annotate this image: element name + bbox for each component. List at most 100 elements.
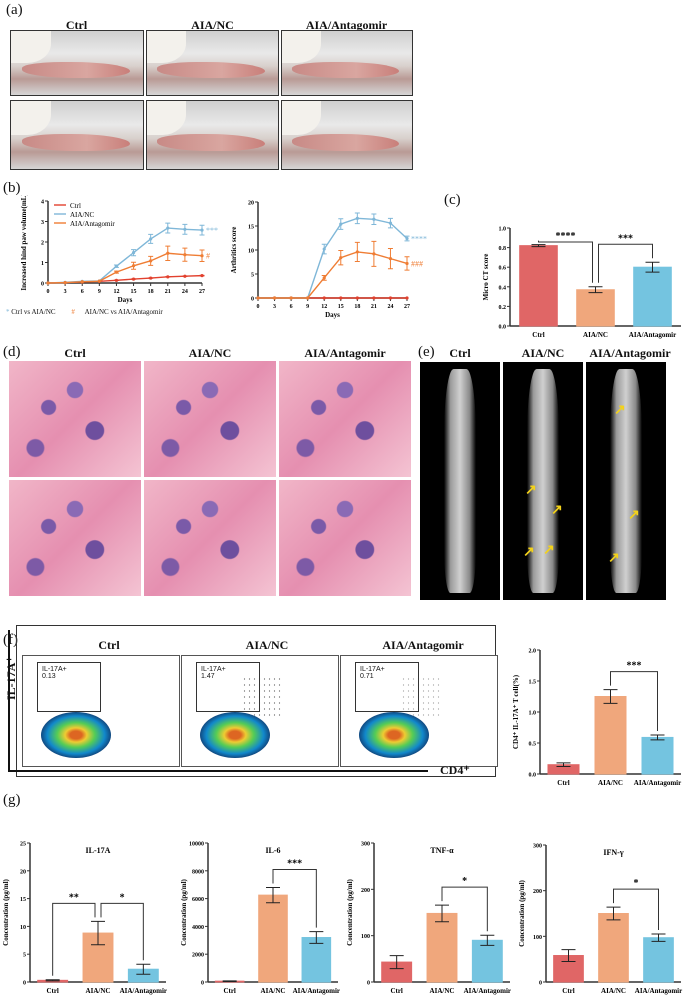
histology-image	[143, 360, 277, 478]
x-tick-label: 27	[404, 304, 410, 310]
x-axis-label: Days	[325, 311, 340, 319]
x-tick-label: AIA/Antagomir	[635, 987, 682, 995]
data-point	[200, 274, 204, 278]
y-axis-arrow	[8, 630, 10, 770]
paw-photo	[281, 30, 413, 96]
data-point	[149, 276, 153, 280]
gate-value: 1.47	[201, 673, 215, 680]
x-tick-label: AIA/NC	[261, 987, 286, 995]
significance-bracket	[610, 671, 658, 731]
x-tick-label: 21	[371, 304, 377, 310]
data-point	[322, 247, 326, 251]
y-tick-label: 0.0	[529, 773, 537, 779]
error-bar	[136, 963, 151, 975]
hash-symbol: #	[71, 308, 75, 316]
significance-bracket	[52, 902, 96, 976]
y-tick-label: 1.5	[529, 680, 537, 686]
significance-label: ****	[411, 234, 427, 243]
panel-label-d: (d)	[3, 344, 21, 360]
significance-bracket	[272, 868, 317, 928]
significance-label: #	[206, 252, 210, 261]
x-tick-label: 27	[199, 289, 205, 295]
header-aia-nc: AIA/NC	[245, 638, 289, 652]
significance-label: ***	[627, 661, 642, 672]
x-tick-label: Ctrl	[223, 987, 235, 995]
data-point	[339, 256, 343, 260]
error-bar	[645, 261, 660, 273]
arrow-icon: ↗	[543, 543, 555, 558]
header-aia-antagomir: AIA/Antagomir	[382, 638, 464, 652]
y-tick-label: 0.0	[499, 325, 507, 331]
header-aia-nc: AIA/NC	[188, 346, 232, 360]
star-symbol: *	[6, 308, 10, 316]
x-tick-label: AIA/Antagomir	[629, 331, 676, 339]
hash-text: AIA/NC vs AIA/Antagomir	[84, 308, 163, 316]
x-axis-arrow	[8, 770, 428, 772]
significance-label: ***	[287, 858, 302, 869]
x-tick-label: 15	[338, 304, 344, 310]
chart-title: IL-17A	[86, 846, 111, 855]
data-point	[183, 274, 187, 278]
panel-label-e: (e)	[418, 344, 435, 360]
histology-image	[278, 360, 412, 478]
y-tick-label: 0.4	[499, 285, 507, 291]
header-aia-nc: AIA/NC	[521, 346, 565, 360]
x-tick-label: 9	[306, 304, 309, 310]
x-tick-label: AIA/NC	[598, 779, 623, 787]
significance-bracket	[100, 902, 144, 961]
arrow-icon: ↗	[628, 508, 640, 523]
y-tick-label: 0	[41, 282, 44, 288]
data-point	[372, 296, 376, 300]
bar	[471, 939, 503, 983]
header-aia-antagomir: AIA/Antagomir	[304, 346, 386, 360]
y-tick-label: 100	[533, 935, 542, 941]
x-tick-label: 3	[273, 304, 276, 310]
data-point	[272, 296, 277, 300]
data-point	[166, 251, 170, 255]
significance-label: **	[69, 892, 79, 903]
y-tick-label: 20	[248, 201, 254, 207]
y-tick-label: 2000	[192, 953, 204, 959]
arrow-icon: ↗	[614, 403, 626, 418]
data-point	[405, 236, 409, 241]
data-point	[322, 276, 326, 280]
chart-title: TNF-α	[430, 846, 454, 855]
header-ctrl: Ctrl	[65, 18, 88, 32]
y-axis-label: Concentration (pg/ml)	[180, 878, 188, 945]
flow-x-axis-label: CD4⁺	[440, 763, 470, 777]
y-tick-label: 1.0	[499, 227, 507, 233]
data-point	[388, 296, 393, 300]
histology-image	[8, 360, 142, 478]
micro-ct-image: ↗ ↗ ↗ ↗	[503, 362, 583, 600]
data-point	[183, 227, 187, 231]
legend-label: Ctrl	[70, 202, 81, 210]
data-point	[200, 254, 204, 258]
data-point	[46, 281, 50, 285]
bar	[576, 289, 615, 327]
header-ctrl: Ctrl	[64, 346, 86, 360]
y-tick-label: 200	[533, 889, 542, 895]
series-line	[47, 227, 203, 284]
significance-label: ****	[556, 231, 576, 242]
chart-title: IL-6	[265, 846, 280, 855]
y-tick-label: 15	[20, 897, 26, 903]
histology-image	[143, 479, 277, 597]
y-axis-label: Concentration (pg/ml)	[518, 879, 526, 946]
x-tick-label: Ctrl	[390, 987, 402, 995]
x-tick-label: AIA/Antagomir	[120, 987, 167, 995]
legend-label: AIA/NC	[70, 211, 94, 219]
y-tick-label: 4	[41, 200, 44, 206]
star-text: Ctrl vs AIA/NC	[11, 308, 56, 316]
error-bar	[309, 931, 324, 944]
y-axis-label: Increased hind paw volume(mL)	[20, 195, 28, 291]
bar	[519, 245, 558, 327]
x-tick-label: Ctrl	[557, 779, 569, 787]
flow-plot-aia-antagomir: IL-17A+ 0.71	[340, 655, 498, 767]
bar	[643, 937, 674, 983]
th17-percentage-chart: 0.0 0.5 1.0 1.5 2.0 CD4⁺ IL-17A⁺ T cell(%) Ctr…	[512, 649, 681, 788]
y-tick-label: 5	[251, 273, 254, 279]
data-point	[388, 221, 393, 225]
gate-value: 0.13	[42, 673, 56, 680]
il6-chart: 0 2000 4000 6000 8000 10000 Concentration (pg/…	[180, 842, 340, 996]
data-point	[405, 296, 409, 300]
